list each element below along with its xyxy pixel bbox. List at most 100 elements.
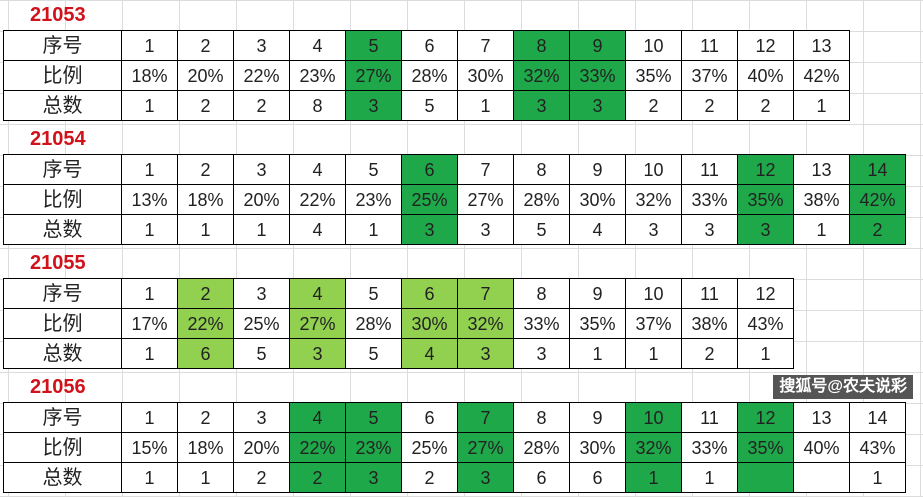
cell[interactable]: 33% — [513, 308, 570, 339]
row-label[interactable]: 比例 — [3, 184, 122, 215]
cell[interactable]: 8 — [513, 154, 570, 185]
cell[interactable]: 10 — [625, 30, 682, 61]
cell[interactable]: 18% — [121, 60, 178, 91]
cell[interactable]: 1 — [793, 90, 850, 121]
row-label[interactable]: 总数 — [3, 338, 122, 369]
cell[interactable]: 3 — [233, 30, 290, 61]
cell[interactable]: 12 — [737, 30, 794, 61]
cell[interactable]: 3 — [233, 154, 290, 185]
cell[interactable] — [737, 462, 794, 493]
cell[interactable]: 14 — [849, 402, 906, 433]
cell[interactable]: 1 — [177, 214, 234, 245]
row-label[interactable]: 比例 — [3, 432, 122, 463]
cell[interactable]: 13 — [793, 402, 850, 433]
row-label[interactable]: 序号 — [3, 30, 122, 61]
cell[interactable]: 2 — [177, 402, 234, 433]
cell[interactable]: 23% — [345, 184, 402, 215]
cell[interactable]: 27% — [457, 184, 514, 215]
cell[interactable]: 35% — [737, 184, 794, 215]
cell[interactable] — [793, 462, 850, 493]
cell[interactable]: 3 — [289, 338, 346, 369]
cell[interactable]: 6 — [569, 462, 626, 493]
cell[interactable]: 1 — [121, 278, 178, 309]
cell[interactable]: 2 — [233, 462, 290, 493]
cell[interactable]: 1 — [457, 90, 514, 121]
cell[interactable]: 11 — [681, 402, 738, 433]
cell[interactable]: 1 — [345, 214, 402, 245]
cell[interactable]: 2 — [289, 462, 346, 493]
cell[interactable]: 33% — [569, 60, 626, 91]
cell[interactable]: 17% — [121, 308, 178, 339]
cell[interactable]: 1 — [233, 214, 290, 245]
cell[interactable]: 38% — [793, 184, 850, 215]
cell[interactable]: 2 — [737, 90, 794, 121]
cell[interactable]: 30% — [569, 432, 626, 463]
cell[interactable]: 28% — [401, 60, 458, 91]
cell[interactable]: 1 — [121, 154, 178, 185]
cell[interactable]: 27% — [289, 308, 346, 339]
cell[interactable]: 3 — [513, 338, 570, 369]
cell[interactable]: 11 — [681, 278, 738, 309]
cell[interactable]: 1 — [177, 462, 234, 493]
row-label[interactable]: 序号 — [3, 278, 122, 309]
cell[interactable]: 12 — [737, 154, 794, 185]
cell[interactable]: 38% — [681, 308, 738, 339]
cell[interactable]: 11 — [681, 154, 738, 185]
cell[interactable]: 13% — [121, 184, 178, 215]
cell[interactable]: 5 — [345, 338, 402, 369]
cell[interactable]: 3 — [233, 278, 290, 309]
cell[interactable]: 4 — [289, 30, 346, 61]
cell[interactable]: 2 — [233, 90, 290, 121]
cell[interactable]: 32% — [457, 308, 514, 339]
row-label[interactable]: 总数 — [3, 462, 122, 493]
cell[interactable]: 23% — [289, 60, 346, 91]
cell[interactable]: 33% — [681, 432, 738, 463]
cell[interactable]: 2 — [625, 90, 682, 121]
cell[interactable]: 37% — [625, 308, 682, 339]
cell[interactable]: 2 — [681, 338, 738, 369]
cell[interactable]: 7 — [457, 278, 514, 309]
cell[interactable]: 23% — [345, 432, 402, 463]
cell[interactable]: 20% — [233, 184, 290, 215]
cell[interactable]: 9 — [569, 154, 626, 185]
cell[interactable]: 18% — [177, 184, 234, 215]
cell[interactable]: 30% — [569, 184, 626, 215]
cell[interactable]: 6 — [177, 338, 234, 369]
cell[interactable]: 1 — [625, 338, 682, 369]
cell[interactable]: 1 — [121, 402, 178, 433]
cell[interactable]: 18% — [177, 432, 234, 463]
cell[interactable]: 5 — [345, 278, 402, 309]
cell[interactable]: 1 — [569, 338, 626, 369]
cell[interactable]: 3 — [625, 214, 682, 245]
cell[interactable]: 3 — [457, 214, 514, 245]
cell[interactable]: 20% — [177, 60, 234, 91]
cell[interactable]: 22% — [289, 184, 346, 215]
cell[interactable]: 2 — [177, 154, 234, 185]
cell[interactable]: 12 — [737, 278, 794, 309]
cell[interactable]: 8 — [513, 402, 570, 433]
row-label[interactable]: 总数 — [3, 214, 122, 245]
cell[interactable]: 3 — [457, 462, 514, 493]
cell[interactable]: 3 — [345, 90, 402, 121]
cell[interactable]: 10 — [625, 402, 682, 433]
row-label[interactable]: 序号 — [3, 402, 122, 433]
cell[interactable]: 40% — [737, 60, 794, 91]
cell[interactable]: 5 — [345, 30, 402, 61]
cell[interactable]: 1 — [793, 214, 850, 245]
cell[interactable]: 4 — [289, 154, 346, 185]
cell[interactable]: 43% — [849, 432, 906, 463]
cell[interactable]: 13 — [793, 154, 850, 185]
cell[interactable]: 5 — [233, 338, 290, 369]
cell[interactable]: 1 — [121, 462, 178, 493]
cell[interactable]: 30% — [457, 60, 514, 91]
cell[interactable]: 4 — [289, 214, 346, 245]
cell[interactable]: 42% — [849, 184, 906, 215]
cell[interactable]: 25% — [401, 432, 458, 463]
cell[interactable]: 3 — [737, 214, 794, 245]
cell[interactable]: 10 — [625, 154, 682, 185]
cell[interactable]: 1 — [681, 462, 738, 493]
cell[interactable]: 32% — [513, 60, 570, 91]
cell[interactable]: 14 — [849, 154, 906, 185]
cell[interactable]: 1 — [625, 462, 682, 493]
cell[interactable]: 1 — [121, 214, 178, 245]
